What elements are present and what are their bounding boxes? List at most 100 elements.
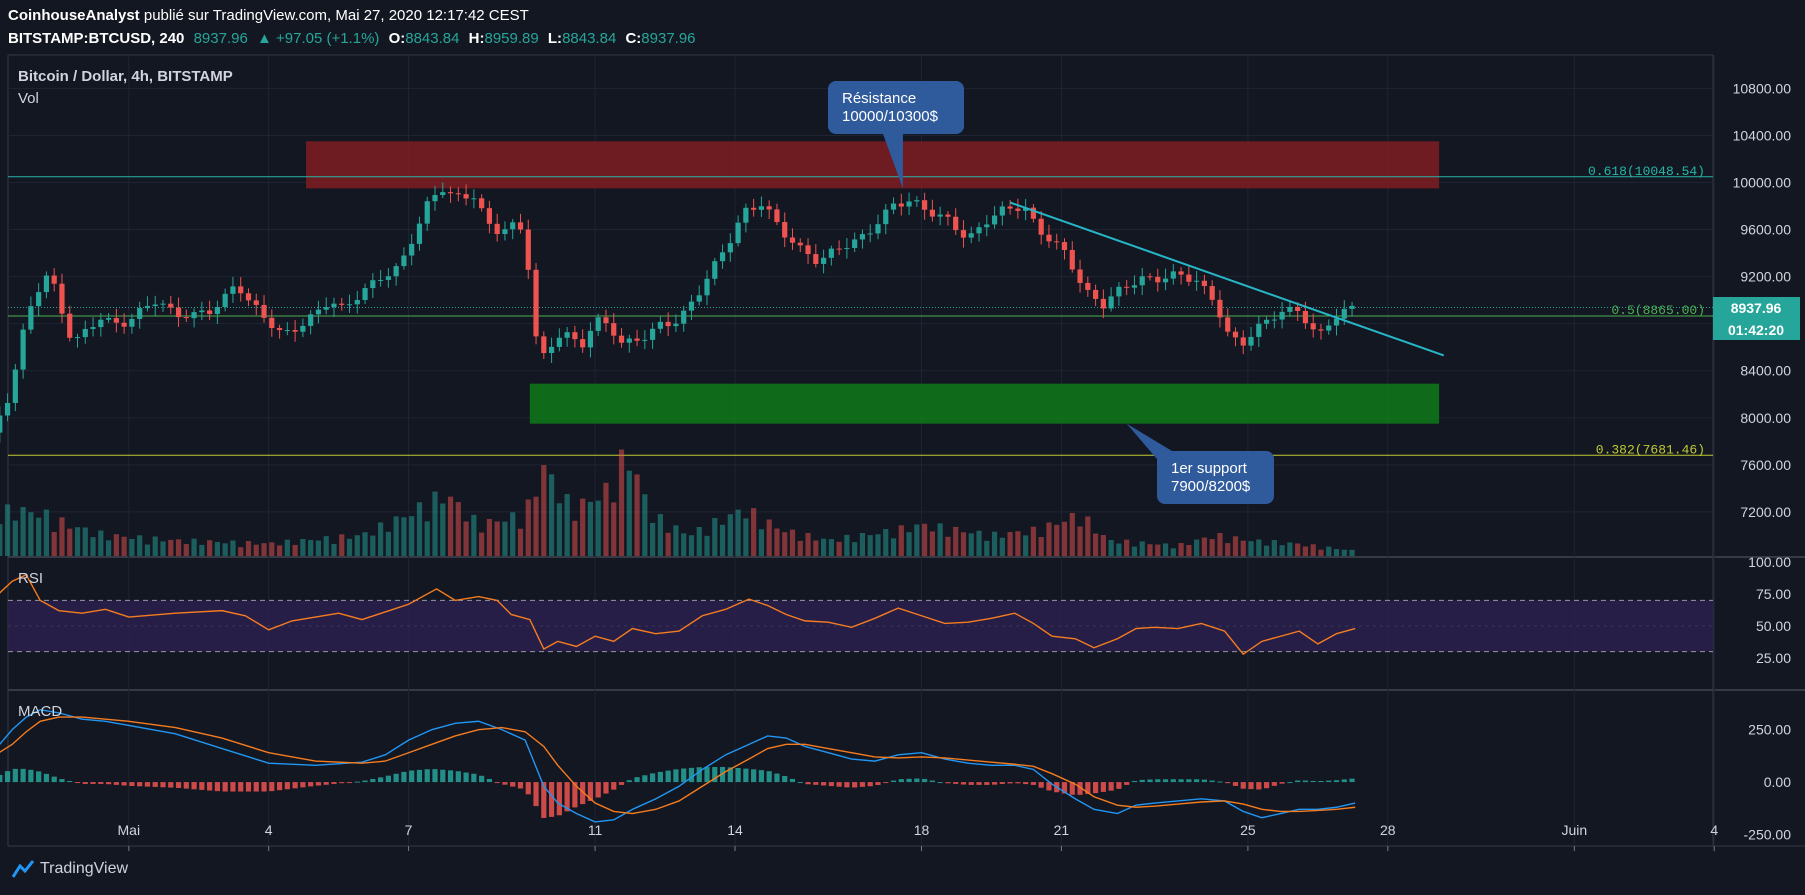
- macd-histogram-bar: [914, 778, 920, 783]
- macd-histogram-bar: [681, 768, 687, 783]
- macd-histogram-bar: [370, 778, 376, 783]
- volume-bar: [253, 544, 259, 556]
- candle-body: [105, 318, 112, 320]
- macd-histogram-bar: [991, 782, 998, 785]
- macd-histogram-bar: [906, 778, 912, 783]
- candle-body: [43, 275, 50, 293]
- macd-histogram-bar: [766, 771, 772, 783]
- candle-body: [968, 233, 974, 238]
- macd-histogram-bar: [867, 782, 873, 787]
- macd-histogram-bar: [890, 780, 897, 783]
- trendline-line: [1009, 201, 1445, 357]
- volume-bar: [1349, 549, 1355, 556]
- volume-bar: [1256, 539, 1262, 556]
- volume-bar: [1248, 541, 1254, 556]
- macd-histogram-bar: [1256, 782, 1262, 790]
- macd-histogram-bar: [883, 782, 889, 784]
- volume-bar: [937, 523, 943, 556]
- candle-body: [937, 214, 943, 217]
- macd-histogram-bar: [719, 766, 726, 783]
- candle-body: [1318, 329, 1324, 331]
- candle-body: [805, 245, 811, 255]
- macd-histogram-bar: [36, 771, 42, 783]
- volume-bar: [1209, 539, 1215, 556]
- volume-bar: [1092, 533, 1099, 556]
- volume-bar: [1341, 549, 1347, 556]
- candle-body: [486, 208, 493, 224]
- volume-bar: [1178, 543, 1184, 556]
- volume-bar: [1186, 544, 1192, 556]
- candle-body: [152, 304, 158, 307]
- macd-histogram-bar: [984, 782, 990, 785]
- candle-body: [782, 222, 788, 238]
- candle-body: [883, 209, 889, 225]
- macd-histogram-bar: [533, 782, 539, 807]
- volume-bar: [137, 535, 143, 556]
- candle-body: [595, 317, 601, 331]
- candle-body: [479, 198, 485, 209]
- candle-body: [230, 286, 236, 294]
- candle-body: [1030, 207, 1037, 219]
- macd-histogram-bar: [230, 782, 236, 792]
- countdown-badge-bg: [1713, 319, 1800, 340]
- volume-bar: [90, 537, 96, 556]
- price-tick-label: 7600.00: [1740, 457, 1791, 473]
- volume-bar: [168, 539, 174, 556]
- volume-bar: [704, 535, 710, 556]
- volume-bar: [67, 528, 73, 556]
- macd-histogram-bar: [541, 782, 547, 818]
- volume-bar: [751, 508, 757, 556]
- resistance-callout-box: [828, 81, 964, 134]
- macd-histogram-bar: [385, 775, 391, 783]
- macd-histogram-bar: [1201, 779, 1207, 783]
- trendline[interactable]: [1009, 201, 1445, 357]
- candle-body: [774, 209, 780, 223]
- brand[interactable]: TradingView: [12, 860, 128, 878]
- candle-body: [346, 304, 353, 306]
- candle-body: [852, 239, 858, 248]
- volume-bar: [797, 540, 803, 556]
- price-tick-label: 8000.00: [1740, 410, 1791, 426]
- candle-body: [1069, 249, 1075, 270]
- rsi-tick-label: 50.00: [1756, 618, 1791, 634]
- volume-bar: [1295, 543, 1301, 556]
- volume-bar: [968, 533, 974, 556]
- volume-bar: [1038, 537, 1044, 556]
- candle-body: [1147, 276, 1153, 278]
- close-value: 8937.96: [641, 30, 696, 47]
- macd-histogram-bar: [152, 782, 158, 787]
- volume-bar: [36, 517, 42, 556]
- candle-body: [331, 303, 337, 308]
- candle-body: [1225, 317, 1231, 332]
- macd-histogram-bar: [1015, 782, 1021, 784]
- candle-body: [261, 304, 267, 318]
- volume-bar: [105, 540, 112, 556]
- open-label: O:: [388, 30, 406, 47]
- volume-bar: [1279, 545, 1285, 556]
- volume-bar: [378, 522, 384, 556]
- macd-histogram-bar: [1341, 779, 1347, 783]
- candle-body: [525, 229, 531, 270]
- support-callout-box: [1157, 451, 1274, 504]
- support-zone: [529, 383, 1440, 424]
- price-tick-label: 7200.00: [1740, 504, 1791, 520]
- volume-bar: [766, 519, 772, 556]
- macd-histogram-bar: [688, 767, 695, 783]
- volume-bar: [191, 538, 197, 556]
- volume-bar: [510, 512, 516, 556]
- volume-bar: [976, 530, 982, 556]
- author-name[interactable]: CoinhouseAnalyst: [8, 7, 140, 24]
- volume-bar: [642, 494, 648, 556]
- volume-bar: [1108, 540, 1114, 556]
- brand-name: TradingView: [40, 860, 129, 877]
- time-tick-label: 11: [588, 822, 603, 838]
- candle-body: [494, 223, 500, 235]
- signal-line: [0, 716, 1356, 815]
- macd-histogram-bar: [129, 782, 135, 786]
- volume-bar: [284, 539, 290, 556]
- time-tick-label: 14: [727, 822, 743, 838]
- candle-body: [1139, 276, 1145, 286]
- macd-histogram-bar: [0, 774, 3, 783]
